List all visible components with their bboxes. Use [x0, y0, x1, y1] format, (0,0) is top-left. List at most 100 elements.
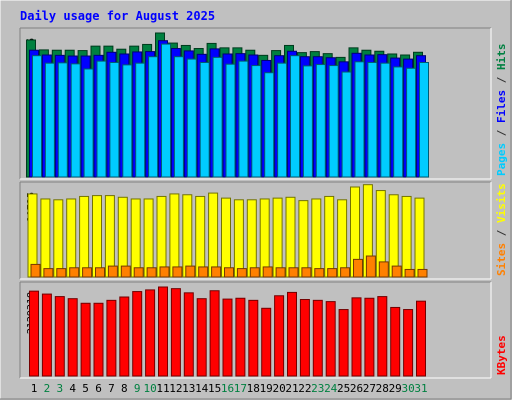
side-legend-part: Visits	[495, 183, 508, 223]
x-tick-label: 12	[169, 382, 182, 395]
side-legend: KBytes	[495, 335, 508, 375]
bar-pages-day-20	[277, 62, 288, 178]
bar-kbytes-day-25	[338, 309, 349, 377]
bar-sites-day-4	[69, 267, 80, 278]
bar-sites-day-2	[43, 268, 54, 278]
bar-pages-day-27	[367, 61, 378, 178]
bar-pages-day-13	[186, 58, 197, 178]
x-tick-label: 4	[69, 382, 76, 395]
bar-visits-day-19	[259, 198, 270, 278]
bar-kbytes-day-14	[196, 298, 207, 377]
x-tick-label: 7	[108, 382, 115, 395]
bar-visits-day-31	[414, 197, 425, 278]
bar-sites-day-9	[133, 267, 144, 278]
bar-pages-day-24	[328, 65, 339, 178]
bar-kbytes-day-13	[183, 292, 194, 377]
series-sites	[30, 255, 428, 278]
bar-kbytes-day-17	[235, 297, 246, 377]
bar-pages-day-21	[290, 55, 300, 178]
bar-visits-day-22	[298, 200, 309, 278]
bar-sites-day-1	[30, 263, 41, 278]
x-tick-label: 26	[350, 382, 363, 395]
x-tick-label: 8	[121, 382, 128, 395]
bar-kbytes-day-16	[222, 298, 233, 377]
series-visits	[27, 184, 425, 278]
bar-pages-day-31	[419, 61, 429, 178]
bar-visits-day-24	[324, 195, 335, 278]
bar-kbytes-day-27	[364, 297, 375, 377]
x-tick-label: 23	[311, 382, 324, 395]
bar-sites-day-16	[224, 267, 234, 278]
bar-sites-day-5	[82, 267, 93, 278]
bar-kbytes-day-20	[274, 295, 285, 377]
bar-visits-day-15	[208, 192, 219, 278]
x-tick-label: 14	[195, 382, 209, 395]
side-legend: Sites / Visits	[495, 183, 508, 276]
bar-kbytes-day-8	[119, 296, 130, 377]
series-pages	[32, 43, 429, 178]
bar-kbytes-day-1	[29, 290, 39, 377]
bar-sites-day-31	[417, 268, 428, 278]
bar-pages-day-28	[380, 62, 391, 178]
bar-visits-day-7	[104, 195, 115, 278]
bar-visits-day-30	[401, 195, 412, 278]
x-tick-label: 19	[260, 382, 273, 395]
bar-sites-day-23	[314, 268, 325, 278]
bar-kbytes-day-24	[325, 301, 336, 377]
x-tick-label: 13	[182, 382, 195, 395]
bar-visits-day-23	[311, 198, 322, 278]
bar-pages-day-30	[406, 67, 417, 178]
bar-sites-day-27	[365, 255, 376, 278]
bar-kbytes-day-29	[390, 306, 401, 377]
bar-pages-day-9	[135, 62, 146, 178]
bar-sites-day-24	[327, 268, 338, 278]
bar-sites-day-13	[185, 265, 196, 278]
bar-kbytes-day-10	[145, 289, 156, 377]
bar-visits-day-21	[285, 196, 296, 278]
bar-sites-day-25	[340, 267, 351, 278]
bar-sites-day-3	[56, 268, 67, 278]
x-tick-label: 30	[401, 382, 414, 395]
bar-visits-day-9	[130, 198, 141, 278]
bar-visits-day-2	[40, 198, 51, 278]
bar-kbytes-day-22	[299, 299, 310, 377]
bar-sites-day-28	[378, 261, 389, 278]
bar-kbytes-day-12	[170, 288, 181, 377]
bar-kbytes-day-6	[93, 302, 104, 377]
x-tick-label: 5	[82, 382, 89, 395]
bar-visits-day-29	[388, 194, 399, 278]
x-tick-label: 9	[134, 382, 141, 395]
x-tick-label: 6	[95, 382, 102, 395]
bar-sites-day-6	[95, 267, 105, 278]
bar-sites-day-10	[146, 267, 157, 278]
bar-kbytes-day-11	[158, 286, 168, 377]
bar-kbytes-day-15	[209, 290, 220, 377]
bar-sites-day-18	[249, 267, 260, 278]
bar-visits-day-18	[246, 199, 257, 278]
bar-pages-day-4	[70, 63, 81, 178]
bar-kbytes-day-21	[287, 291, 297, 377]
bar-pages-day-25	[341, 71, 352, 178]
bar-sites-day-17	[236, 268, 247, 278]
bar-kbytes-day-26	[351, 297, 362, 377]
bar-kbytes-day-3	[54, 296, 65, 377]
bar-pages-day-8	[122, 64, 133, 178]
bar-pages-day-15	[212, 56, 223, 178]
bar-pages-day-12	[173, 56, 184, 178]
bar-visits-day-3	[53, 199, 64, 278]
bar-pages-day-2	[44, 62, 55, 178]
bar-pages-day-14	[199, 61, 210, 178]
x-tick-label: 24	[324, 382, 338, 395]
x-tick-label: 28	[376, 382, 389, 395]
bar-pages-day-11	[161, 43, 171, 178]
panel-2: 10725Sites / Visits	[19, 181, 508, 280]
bar-sites-day-26	[353, 258, 363, 278]
bar-sites-day-7	[107, 265, 118, 278]
bar-sites-day-22	[301, 267, 312, 278]
bar-kbytes-day-19	[261, 307, 272, 377]
bar-sites-day-14	[198, 266, 209, 278]
bar-visits-day-5	[79, 195, 90, 278]
bar-pages-day-19	[264, 72, 275, 178]
bar-visits-day-13	[182, 194, 193, 278]
